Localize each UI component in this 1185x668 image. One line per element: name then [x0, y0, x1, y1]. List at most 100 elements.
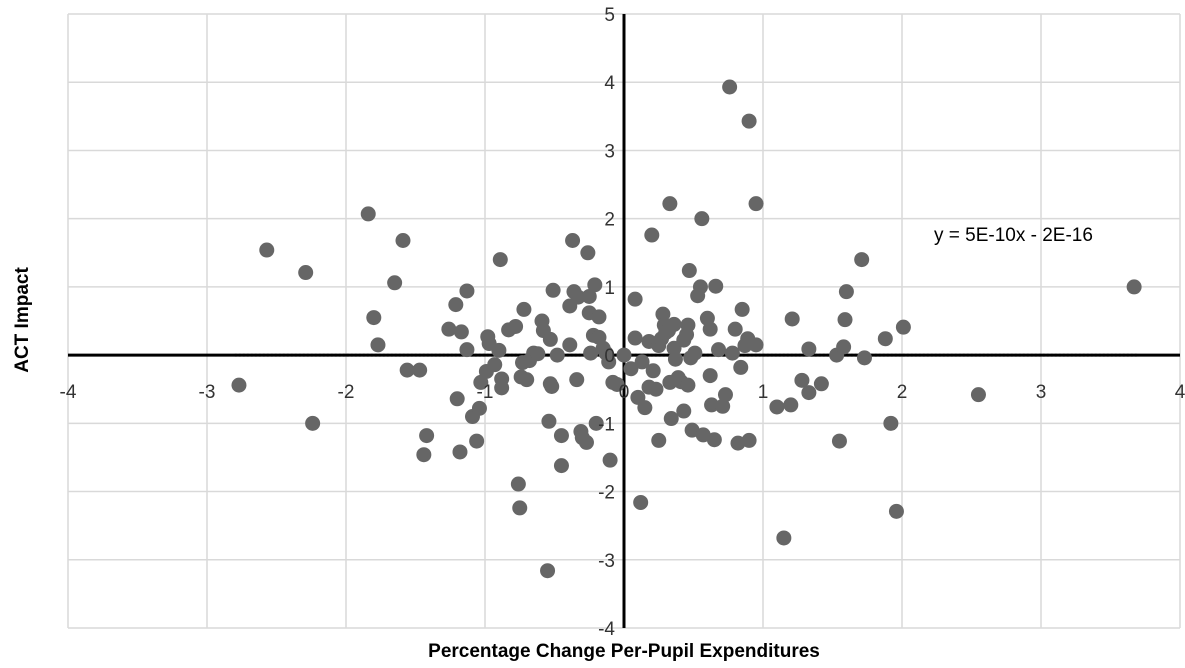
data-point — [580, 245, 596, 261]
data-point — [655, 306, 671, 322]
data-point — [387, 275, 403, 291]
data-point — [569, 372, 585, 388]
data-point — [637, 400, 653, 416]
x-tick-label: 2 — [897, 382, 908, 403]
y-tick-label: -1 — [598, 414, 615, 435]
trendline-equation: y = 5E-10x - 2E-16 — [934, 225, 1093, 246]
y-tick-label: 3 — [604, 141, 615, 162]
data-point — [530, 346, 546, 362]
data-point — [412, 362, 428, 378]
data-point — [494, 380, 510, 396]
data-point — [717, 387, 733, 403]
data-point — [591, 309, 607, 325]
data-point — [644, 227, 660, 243]
data-point — [633, 494, 649, 510]
data-point — [545, 282, 561, 298]
data-point — [702, 368, 718, 384]
data-point — [565, 232, 581, 248]
data-point — [651, 432, 667, 448]
data-point — [601, 354, 617, 370]
y-tick-label: -3 — [598, 551, 615, 572]
data-point — [570, 289, 586, 305]
y-tick-label: -4 — [598, 619, 615, 640]
data-point — [562, 337, 578, 353]
data-point — [680, 377, 696, 393]
data-point — [544, 378, 560, 394]
data-point — [452, 444, 468, 460]
data-point — [680, 317, 696, 333]
data-point — [519, 372, 535, 388]
x-tick-label: -3 — [199, 382, 216, 403]
data-point — [419, 428, 435, 444]
data-point — [453, 324, 469, 340]
data-point — [687, 345, 703, 361]
data-point — [970, 387, 986, 403]
data-point — [794, 372, 810, 388]
data-point — [553, 428, 569, 444]
data-point — [692, 279, 708, 295]
data-point — [838, 284, 854, 300]
data-point — [587, 277, 603, 293]
data-point — [602, 452, 618, 468]
y-tick-labels: -4 -3 -2 -1 0 1 2 3 4 5 — [598, 5, 615, 640]
data-point — [663, 411, 679, 427]
x-tick-label: 4 — [1175, 382, 1185, 403]
data-point — [627, 330, 643, 346]
y-axis-title: ACT Impact — [12, 267, 33, 373]
data-point — [416, 447, 432, 463]
data-point — [831, 433, 847, 449]
y-tick-label: 4 — [604, 73, 615, 94]
data-point — [681, 263, 697, 279]
data-points — [231, 79, 1142, 579]
data-point — [471, 400, 487, 416]
data-point — [813, 376, 829, 392]
data-point — [836, 339, 852, 355]
data-point — [616, 347, 632, 363]
y-tick-label: -2 — [598, 483, 615, 504]
data-point — [667, 351, 683, 367]
x-tick-label: -2 — [338, 382, 355, 403]
data-point — [541, 413, 557, 429]
data-point — [305, 415, 321, 431]
data-point — [588, 415, 604, 431]
data-point — [883, 415, 899, 431]
data-point — [711, 342, 727, 358]
data-point — [510, 476, 526, 492]
data-point — [627, 291, 643, 307]
data-point — [801, 385, 817, 401]
data-point — [360, 206, 376, 222]
data-point — [578, 434, 594, 450]
data-point — [491, 342, 507, 358]
data-point — [877, 331, 893, 347]
data-point — [727, 321, 743, 337]
data-point — [395, 232, 411, 248]
x-tick-label: 0 — [619, 382, 630, 403]
y-tick-label: 2 — [604, 210, 615, 231]
x-tick-label: -1 — [477, 382, 494, 403]
data-point — [459, 342, 475, 358]
data-point — [702, 321, 718, 337]
data-point — [487, 357, 503, 373]
data-point — [581, 288, 597, 304]
data-point — [459, 283, 475, 299]
data-point — [512, 500, 528, 516]
data-point — [704, 397, 720, 413]
data-point — [553, 458, 569, 474]
data-point — [748, 196, 764, 212]
data-point — [662, 196, 678, 212]
data-point — [801, 341, 817, 357]
data-point — [648, 381, 664, 397]
data-point — [706, 432, 722, 448]
x-tick-label: 3 — [1036, 382, 1047, 403]
y-tick-label: 0 — [604, 346, 615, 367]
data-point — [741, 113, 757, 129]
data-point — [634, 354, 650, 370]
data-point — [676, 403, 692, 419]
data-point — [508, 318, 524, 334]
data-point — [540, 563, 556, 579]
data-point — [516, 301, 532, 317]
data-point — [856, 350, 872, 366]
data-point — [837, 312, 853, 328]
y-tick-label: 5 — [604, 5, 615, 26]
data-point — [549, 347, 565, 363]
